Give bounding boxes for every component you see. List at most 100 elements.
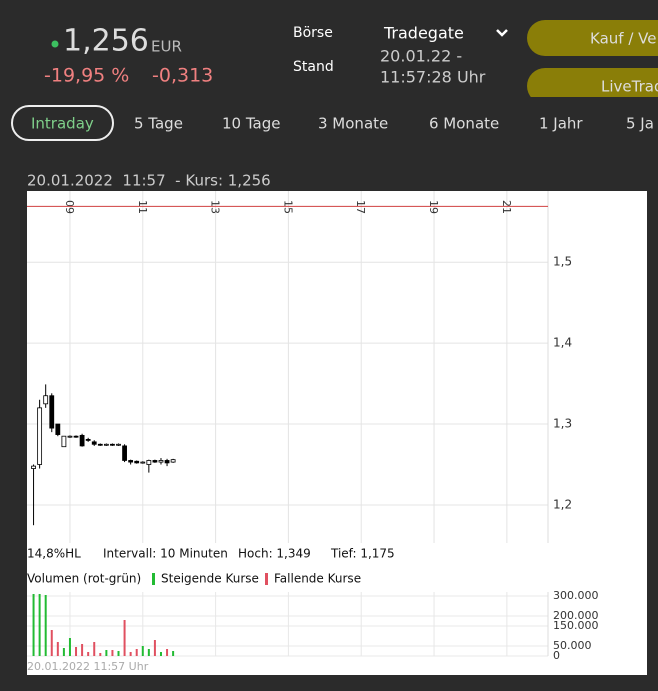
- y-tick-label: 0: [553, 649, 560, 662]
- y-tick-label: 1,2: [553, 497, 572, 511]
- x-tick-label: 09: [63, 200, 76, 214]
- volume-bar: [81, 644, 84, 656]
- x-tick-label: 15: [281, 200, 294, 214]
- tab[interactable]: 3 Monate: [318, 115, 388, 133]
- chart-caption: 20.01.2022 11:57 - Kurs: 1,256: [27, 172, 271, 190]
- change-abs: -0,313: [152, 65, 213, 87]
- volume-bar: [166, 649, 169, 656]
- x-tick-label: 19: [427, 200, 440, 214]
- volume-bar: [135, 649, 138, 656]
- buy-button[interactable]: [527, 20, 658, 56]
- y-tick-label: 50.000: [553, 639, 592, 652]
- candle-body: [110, 443, 115, 446]
- x-tick-label: 17: [354, 200, 367, 214]
- volume-bar: [117, 651, 120, 656]
- candle-body: [158, 460, 164, 463]
- tab[interactable]: 10 Tage: [222, 115, 280, 133]
- chart-panel: [27, 191, 647, 675]
- candle-body: [116, 443, 121, 446]
- price: 1,256: [63, 24, 149, 59]
- tab[interactable]: Intraday: [31, 115, 94, 133]
- candle-body: [97, 443, 103, 446]
- livetrading-label[interactable]: LiveTrad: [601, 78, 658, 96]
- tab[interactable]: 1 Jahr: [539, 115, 583, 133]
- livetrading-button[interactable]: [527, 68, 658, 104]
- candle-body: [73, 435, 79, 438]
- stat: Intervall: 10 Minuten: [103, 547, 228, 561]
- volume-bar: [123, 620, 126, 656]
- y-tick-label: 150.000: [553, 619, 599, 632]
- plot: 1,2 1,3 1,4 1,5 09 11 13 15 17 19 21 050.000 150.000…: [27, 191, 599, 673]
- stand-time: 11:57:28 Uhr: [380, 68, 486, 87]
- exchange-label: Börse: [293, 25, 333, 41]
- tab[interactable]: 5 Ja: [626, 115, 654, 133]
- volume-bar: [32, 594, 35, 656]
- currency: EUR: [151, 38, 182, 56]
- tab-selected-outline: [11, 105, 114, 141]
- volume-bar: [172, 651, 175, 656]
- volume-bar: [56, 642, 59, 656]
- volume-bar: [147, 649, 150, 656]
- candle-body: [49, 395, 55, 429]
- candle-body: [55, 423, 61, 435]
- volume-bar: [75, 647, 78, 656]
- x-tick-label: 13: [209, 200, 222, 214]
- candle-body: [91, 441, 97, 445]
- volume-bar: [105, 650, 108, 656]
- legend-swatch-down: [265, 573, 268, 585]
- exchange[interactable]: Tradegate: [383, 24, 464, 43]
- tabs: Intraday 5 Tage 10 Tage 3 Monate 6 Monate 1 J…: [31, 115, 654, 133]
- y-tick-label: 200.000: [553, 609, 599, 622]
- header-mask: [0, 97, 658, 107]
- y-tick-label: 1,3: [553, 417, 572, 431]
- y-tick-label: 300.000: [553, 589, 599, 602]
- volume-bar: [99, 653, 102, 656]
- dropdown-chevron[interactable]: [496, 29, 508, 37]
- volume-bar: [159, 652, 162, 656]
- candle-body: [67, 435, 73, 438]
- candle-body: [164, 460, 170, 464]
- volume-bar: [62, 648, 65, 656]
- volume-bar: [111, 650, 114, 656]
- stat: Tief: 1,175: [330, 547, 395, 561]
- volume-bar: [129, 652, 132, 656]
- watermark: 20.01.2022 11:57 Uhr: [27, 660, 149, 673]
- candle-body: [122, 445, 127, 461]
- candle-body: [79, 434, 85, 447]
- y-tick-label: 1,5: [553, 255, 572, 269]
- change-pct: -19,95 %: [44, 65, 129, 87]
- tab[interactable]: 5 Tage: [134, 115, 183, 133]
- candle-body: [146, 460, 152, 465]
- buy-button-label[interactable]: Kauf / Ve: [590, 30, 656, 48]
- x-tick-label: 11: [136, 200, 149, 214]
- candle-body: [31, 465, 36, 469]
- candle-body: [85, 439, 91, 441]
- volume-bar: [50, 630, 53, 656]
- candle-body: [61, 435, 67, 448]
- candle-body: [43, 395, 49, 405]
- legend-up: Steigende Kurse: [161, 572, 259, 586]
- y-tick-label: 1,4: [553, 336, 572, 350]
- volume-legend-title: Volumen (rot-grün): [27, 572, 141, 586]
- tab[interactable]: 6 Monate: [429, 115, 499, 133]
- volume-bar: [38, 594, 41, 656]
- stand-label: Stand: [293, 59, 334, 75]
- legend-down: Fallende Kurse: [274, 572, 361, 586]
- candle-body: [140, 461, 146, 464]
- stand-date: 20.01.22 -: [380, 47, 462, 66]
- stat: Hoch: 1,349: [238, 547, 311, 561]
- volume-bar: [141, 646, 144, 656]
- volume-bar: [87, 652, 90, 656]
- stat: 14,8%HL: [27, 547, 81, 561]
- status-dot: [51, 40, 59, 48]
- x-tick-label: 21: [500, 200, 513, 214]
- candle-body: [152, 460, 158, 463]
- candle-body: [103, 443, 109, 446]
- volume-bar: [153, 640, 156, 656]
- volume-bar: [44, 595, 47, 656]
- candle-body: [134, 460, 140, 464]
- volume-bar: [68, 638, 71, 656]
- candle-body: [128, 460, 134, 463]
